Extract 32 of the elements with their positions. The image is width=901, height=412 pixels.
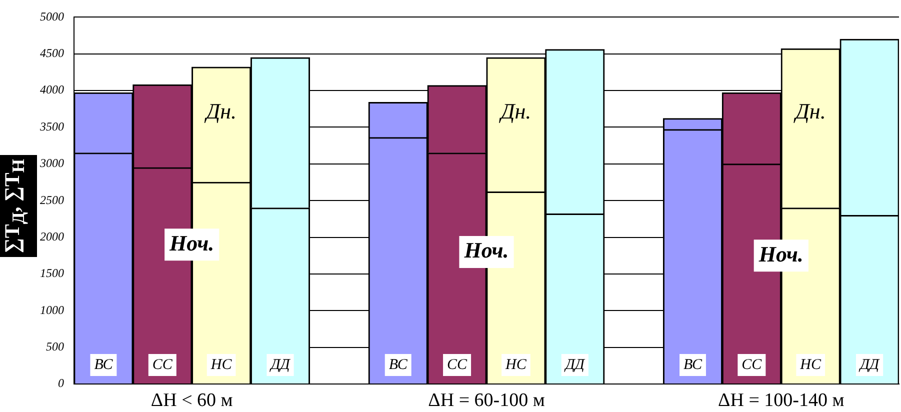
y-tick-label: 4000 [40, 82, 64, 97]
x-tick-label: СС [152, 356, 174, 373]
annotation: Ноч. [758, 241, 804, 266]
y-tick-label: 1000 [40, 302, 64, 317]
y-tick-label: 500 [46, 339, 64, 354]
annotation: Дн. [498, 98, 532, 124]
text: ΔН < 60 м [150, 390, 233, 411]
y-tick-label: 2000 [40, 229, 64, 244]
annotation: Ноч. [168, 230, 214, 256]
y-tick-label: 3500 [39, 119, 64, 134]
x-tick-label: ДД [563, 356, 586, 373]
x-tick-label: НС [504, 356, 528, 373]
text: ΔН = 60-100 м [428, 390, 545, 411]
y-tick-label: 4500 [40, 46, 64, 60]
annotation: Ноч. [463, 238, 509, 263]
y-tick-label: 2500 [40, 192, 64, 207]
x-tick-label: НС [799, 356, 822, 373]
y-tick-label: 5000 [40, 9, 64, 24]
annotation: Дн. [204, 98, 237, 124]
y-tick-label: 1500 [40, 266, 64, 280]
text: ΔН = 100-140 м [718, 390, 844, 411]
x-tick-label: ДД [858, 356, 881, 373]
x-tick-label: ВС [388, 356, 408, 373]
y-tick-label: 3000 [39, 156, 64, 170]
x-tick-label: СС [447, 356, 468, 373]
y-tick-label: 0 [58, 376, 64, 390]
x-tick-label: ВС [684, 356, 703, 373]
annotation: Дн. [793, 98, 826, 124]
x-tick-label: СС [742, 356, 763, 373]
x-tick-label: НС [210, 356, 233, 373]
x-tick-label: ДД [268, 356, 292, 373]
x-tick-label: ВС [94, 356, 114, 373]
